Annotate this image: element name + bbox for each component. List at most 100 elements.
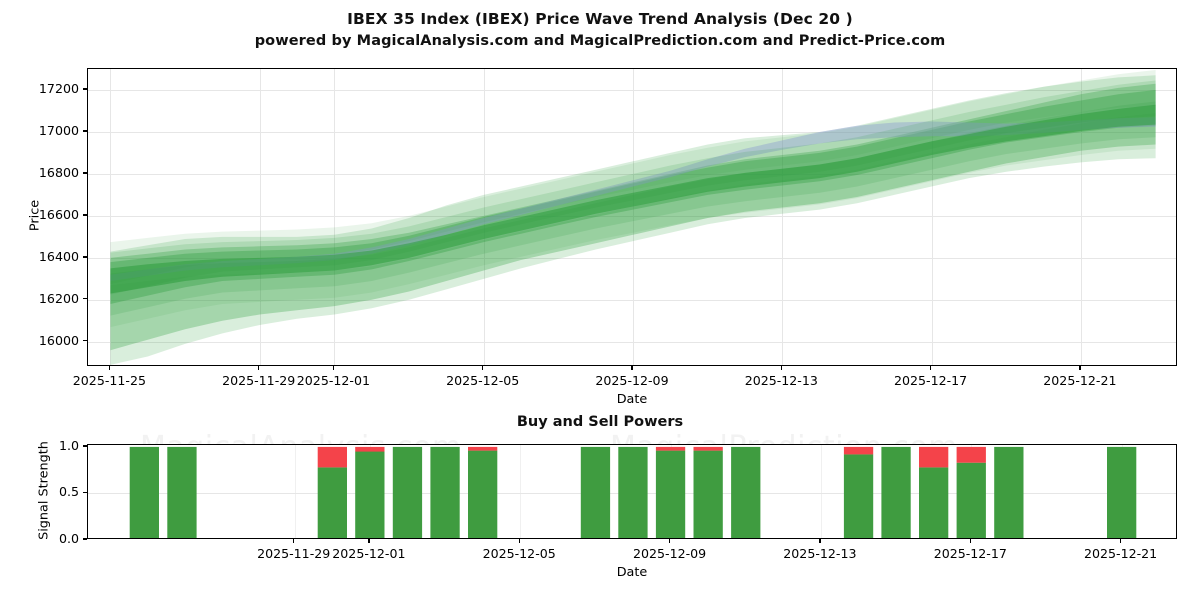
buy-power-bar xyxy=(129,446,159,538)
buy-power-bar xyxy=(392,446,423,538)
price-gridline-h xyxy=(88,257,1176,259)
buy-power-bar xyxy=(618,446,648,538)
price-gridline-v xyxy=(259,69,261,365)
price-band-overlay-2 xyxy=(110,80,1156,295)
signal-xtick-mark xyxy=(1120,539,1122,543)
price-ytick-label: 17000 xyxy=(38,123,79,138)
signal-ytick-label: 1.0 xyxy=(58,437,79,453)
buy-power-bar xyxy=(580,446,611,538)
buy-power-bar xyxy=(468,450,498,538)
page-title: IBEX 35 Index (IBEX) Price Wave Trend An… xyxy=(347,10,853,28)
price-gridline-v xyxy=(334,69,336,365)
price-xtick-mark xyxy=(631,366,633,370)
price-gridline-v xyxy=(782,69,784,365)
buy-sell-bars xyxy=(129,446,1137,538)
signal-xaxis-title: Date xyxy=(616,565,648,580)
price-xtick-label: 2025-12-09 xyxy=(595,373,669,388)
price-ytick-label: 17200 xyxy=(38,81,79,96)
signal-xtick-label: 2025-12-13 xyxy=(783,546,857,561)
sell-power-bar xyxy=(693,446,723,451)
signal-xtick-label: 2025-12-09 xyxy=(632,546,707,561)
signal-xtick-mark xyxy=(293,539,295,543)
buy-power-bar xyxy=(655,450,686,538)
signal-xtick-mark xyxy=(669,539,671,543)
price-xtick-mark xyxy=(482,366,484,370)
signal-ytick-mark xyxy=(83,538,87,540)
signal-ytick-mark xyxy=(83,491,87,494)
buy-power-bar xyxy=(317,467,347,538)
sell-power-bar xyxy=(956,446,986,463)
price-gridline-h xyxy=(88,173,1176,175)
price-gridline-v xyxy=(1080,69,1082,365)
signal-gridline-v xyxy=(294,445,296,538)
buy-power-bar xyxy=(355,451,385,538)
buy-power-bar xyxy=(693,450,723,538)
price-gridline-v xyxy=(633,69,634,365)
price-ytick-mark xyxy=(83,130,87,132)
price-chart-plot-area xyxy=(87,68,1177,366)
price-gridline-h xyxy=(88,90,1176,91)
price-ytick-mark xyxy=(83,88,87,90)
price-xaxis-title: Date xyxy=(616,392,648,407)
price-band-overlay-3 xyxy=(110,113,1156,328)
chart-title-block: IBEX 35 Index (IBEX) Price Wave Trend An… xyxy=(0,8,1200,52)
signal-xtick-label: 2025-11-29 xyxy=(257,546,331,561)
signal-xtick-label: 2025-12-21 xyxy=(1083,546,1158,561)
signal-yaxis-title: Signal Strength xyxy=(36,440,52,540)
price-band-overlay-1 xyxy=(110,101,1156,316)
price-ytick-label: 16400 xyxy=(38,248,79,264)
sell-power-bar xyxy=(655,446,686,451)
price-band-1 xyxy=(110,75,1156,365)
signal-chart-plot-area xyxy=(87,444,1177,539)
signal-xtick-mark xyxy=(518,539,520,543)
buy-power-bar xyxy=(430,446,460,538)
price-gridline-v xyxy=(110,69,112,365)
price-ytick-label: 16800 xyxy=(38,164,79,180)
price-gridline-h xyxy=(88,341,1176,343)
price-ytick-mark xyxy=(83,298,87,300)
sell-power-bar xyxy=(843,446,874,455)
sell-power-bar xyxy=(468,446,498,451)
buy-power-bar xyxy=(731,446,761,538)
price-gridline-h xyxy=(88,299,1176,301)
price-ytick-label: 16200 xyxy=(38,290,79,306)
price-xtick-label: 2025-12-17 xyxy=(893,373,968,388)
price-xtick-label: 2025-12-01 xyxy=(296,373,370,388)
price-ytick-mark xyxy=(83,172,87,174)
signal-subplot-title: Buy and Sell Powers xyxy=(516,414,684,430)
price-xtick-label: 2025-12-13 xyxy=(744,373,818,388)
price-band-overlay-4 xyxy=(110,70,1156,285)
signal-xtick-label: 2025-12-17 xyxy=(933,546,1007,561)
signal-gridline-v xyxy=(520,445,522,538)
price-xtick-mark xyxy=(332,366,335,370)
price-xtick-mark xyxy=(1079,366,1081,370)
buy-power-bar xyxy=(919,467,949,538)
price-gridline-v xyxy=(483,69,485,365)
price-xtick-mark xyxy=(108,366,111,370)
price-xtick-mark xyxy=(930,366,932,370)
buy-power-bar xyxy=(843,454,874,538)
price-wave-bands xyxy=(110,70,1156,365)
signal-xtick-mark xyxy=(969,539,971,543)
price-xtick-mark xyxy=(780,366,782,370)
price-xtick-mark xyxy=(258,366,260,370)
buy-power-bar xyxy=(881,446,911,538)
sell-power-bar xyxy=(355,446,385,452)
signal-ytick-mark xyxy=(83,445,87,447)
price-ytick-mark xyxy=(83,256,87,258)
price-band-5 xyxy=(110,104,1156,294)
buy-power-bar xyxy=(956,462,986,538)
price-gridline-v xyxy=(931,69,933,365)
sell-power-bar xyxy=(919,446,949,468)
signal-xtick-mark xyxy=(819,539,821,543)
price-xtick-label: 2025-12-21 xyxy=(1043,373,1117,388)
price-gridline-h xyxy=(88,132,1176,133)
price-gridline-h xyxy=(88,215,1176,217)
signal-xtick-label: 2025-12-05 xyxy=(482,546,556,561)
sell-power-bar xyxy=(317,446,347,468)
price-xtick-label: 2025-12-05 xyxy=(446,373,520,388)
buy-power-bar xyxy=(167,446,197,538)
price-ytick-label: 16600 xyxy=(38,206,79,222)
price-ytick-mark xyxy=(83,340,87,342)
